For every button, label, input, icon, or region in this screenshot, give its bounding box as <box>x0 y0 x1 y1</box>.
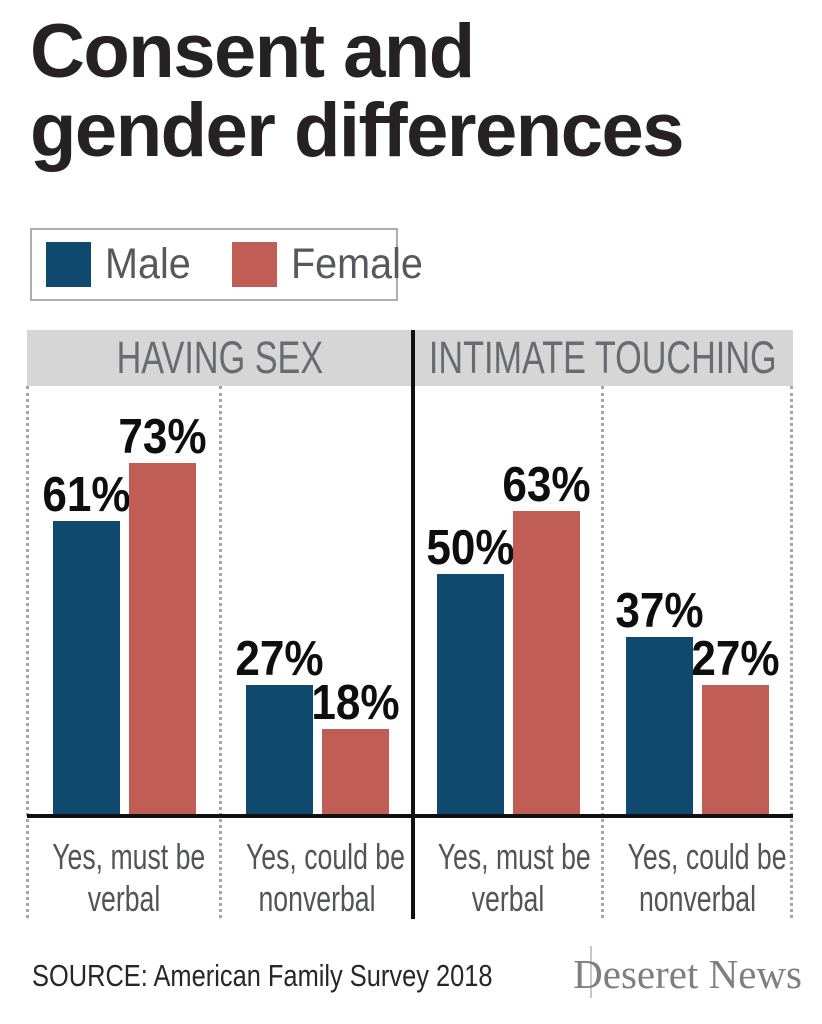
bar-female <box>321 729 389 816</box>
legend-label-male: Male <box>105 240 191 288</box>
bar-value-label: 27% <box>691 632 780 686</box>
legend-label-female: Female <box>291 240 424 288</box>
bar-value-label: 73% <box>117 410 207 464</box>
bar-male <box>52 521 120 816</box>
panel-header-band: HAVING SEX INTIMATE TOUCHING <box>27 330 793 386</box>
footer-divider <box>590 946 592 998</box>
category-label: Yes, could be nonverbal <box>245 836 405 920</box>
legend-item-female: Female <box>232 240 434 289</box>
panel-header-intimate-touching: INTIMATE TOUCHING <box>429 332 777 383</box>
bar-female <box>128 463 196 816</box>
male-color-swatch <box>46 242 91 287</box>
bar-value-label: 27% <box>234 632 324 686</box>
dotted-gridline-right <box>790 386 793 918</box>
bar-male <box>436 574 504 816</box>
legend-item-male: Male <box>46 240 198 289</box>
bar-value-label: 18% <box>310 676 400 730</box>
dotted-gridline-mid-right <box>601 386 604 918</box>
panel-divider-line <box>411 330 415 919</box>
page-title: Consent and gender differences <box>30 9 685 174</box>
category-label: Yes, must be verbal <box>52 836 206 920</box>
female-color-swatch <box>232 242 278 287</box>
category-label: Yes, could be nonverbal <box>627 836 787 920</box>
bar-female <box>702 685 769 816</box>
bar-female <box>512 511 580 816</box>
brand-logo: Deseret News <box>573 951 802 997</box>
page-title-line-2: gender differences <box>30 88 685 174</box>
bar-value-label: 61% <box>41 468 131 522</box>
bar-male <box>245 685 313 816</box>
x-axis-line <box>27 814 793 818</box>
page-title-line-1: Consent and <box>30 9 475 94</box>
bar-value-label: 63% <box>501 458 591 512</box>
dotted-gridline-mid-left <box>219 386 222 918</box>
source-note: SOURCE: American Family Survey 2018 <box>32 958 493 993</box>
bar-value-label: 50% <box>425 521 515 575</box>
bar-value-label: 37% <box>615 584 704 638</box>
category-label: Yes, must be verbal <box>437 836 591 920</box>
dotted-gridline-left <box>26 386 29 918</box>
bar-male <box>626 637 693 816</box>
legend: Male Female <box>30 228 423 301</box>
panel-header-having-sex: HAVING SEX <box>116 332 324 383</box>
